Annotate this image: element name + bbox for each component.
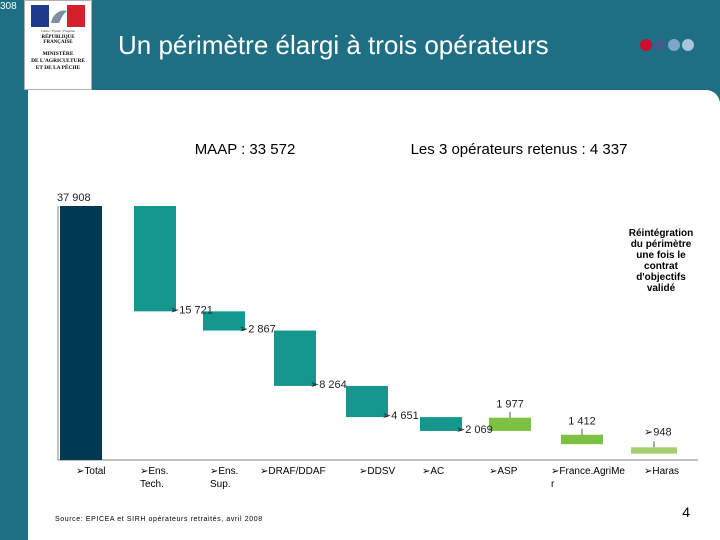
ministry-logo: Liberté • Égalité • Fraternité RÉPUBLIQU… [24,0,92,90]
waterfall-bar [489,417,531,431]
waterfall-bar [274,330,316,386]
waterfall-bar [631,447,677,454]
decor-dot [640,39,652,51]
category-label: ➢Ens. [210,466,238,477]
source-note: Source: EPICEA et SIRH opérateurs retrai… [55,516,263,523]
waterfall-bar [561,434,603,445]
logo-republic: RÉPUBLIQUE FRANÇAISE [41,35,75,45]
operators-header: Les 3 opérateurs retenus : 4 337 [411,141,628,158]
decor-dot [654,39,666,51]
category-label: r [551,479,555,490]
reintegration-annotation: Réintégration du périmètre une fois le cont… [629,228,693,294]
value-label: ➢4 651 [382,410,419,422]
value-label: ➢2 867 [239,324,276,336]
category-label: Sup. [210,479,231,490]
waterfall-bar [346,385,388,418]
category-label: ➢France.AgriMe [551,466,625,477]
waterfall-bar [134,206,176,312]
marianne-flag-icon [31,5,85,27]
value-label: ➢8 264 [310,379,347,391]
category-label: Tech. [140,479,164,490]
waterfall-bar [60,206,102,460]
waterfall-bar [420,417,462,431]
logo-motto: Liberté • Égalité • Fraternité [41,29,75,33]
value-label: ➢15 721 [170,304,213,316]
slide-corner-label: 308 [0,0,18,14]
logo-ministry-line: MINISTÈRE [42,51,74,57]
logo-ministry-line: ET DE LA PÊCHE [35,65,81,71]
waterfall-bar [203,311,245,331]
category-label: ➢DRAF/DDAF [260,466,326,477]
decor-dot [682,39,694,51]
logo-ministry-line: DE L'AGRICULTURE [31,58,85,64]
value-label: 1 412 [568,416,596,428]
category-label: ➢DDSV [359,466,395,477]
value-label: 1 977 [496,399,524,411]
decor-dot [668,39,680,51]
category-label: ➢Total [76,466,106,477]
category-label: ➢ASP [489,466,518,477]
maap-header: MAAP : 33 572 [195,141,296,158]
category-label: ➢AC [422,466,444,477]
value-label: ➢948 [644,426,672,438]
waterfall-chart: MAAP : 33 572 Les 3 opérateurs retenus :… [55,141,698,523]
page-title: Un périmètre élargi à trois opérateurs [118,30,549,60]
category-label: ➢Ens. [140,466,168,477]
value-label: ➢2 069 [456,424,493,436]
category-label: ➢Haras [644,466,679,477]
logo-ministry: MINISTÈRE DE L'AGRICULTURE ET DE LA PÊCH… [27,51,89,72]
value-label: 37 908 [57,192,91,204]
page-number: 4 [682,504,690,520]
content-panel: MAAP : 33 572 Les 3 opérateurs retenus :… [28,90,720,540]
